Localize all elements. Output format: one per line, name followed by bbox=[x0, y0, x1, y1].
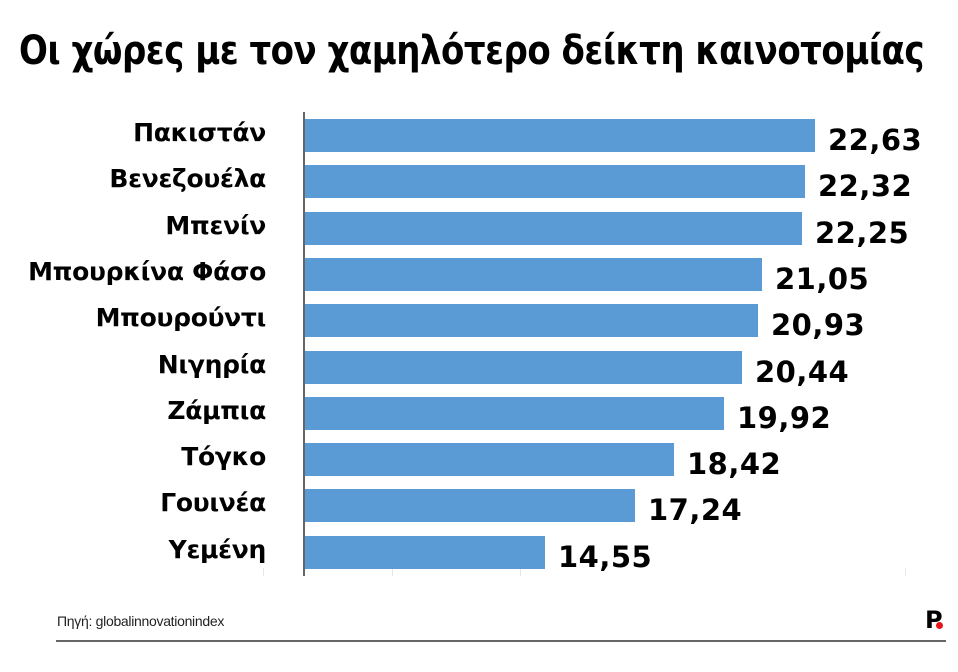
value-label: 17,24 bbox=[648, 493, 743, 527]
bar-row: Τόγκο 18,42 bbox=[0, 442, 958, 481]
bar-row: Ζάμπια 19,92 bbox=[0, 396, 958, 435]
category-label: Βενεζουέλα bbox=[109, 164, 266, 193]
bar bbox=[305, 304, 758, 337]
category-label: Μπουρούντι bbox=[95, 303, 267, 332]
gridline bbox=[392, 568, 393, 576]
bar-row: Μπουρούντι 20,93 bbox=[0, 303, 958, 342]
gridline bbox=[520, 568, 521, 576]
bar bbox=[305, 397, 724, 430]
value-label: 14,55 bbox=[558, 540, 653, 574]
category-label: Μπουρκίνα Φάσο bbox=[28, 257, 266, 286]
value-label: 19,92 bbox=[737, 401, 832, 435]
value-label: 18,42 bbox=[687, 447, 782, 481]
footer-divider bbox=[56, 640, 946, 642]
bar-chart: Πακιστάν 22,63 Βενεζουέλα 22,32 Μπενίν 22,25 Μ… bbox=[0, 112, 958, 576]
bar bbox=[305, 119, 815, 152]
bar bbox=[305, 351, 742, 384]
bar-row: Βενεζουέλα 22,32 bbox=[0, 164, 958, 203]
bar-row: Μπουρκίνα Φάσο 21,05 bbox=[0, 257, 958, 296]
value-label: 20,93 bbox=[771, 308, 866, 342]
bar-row: Μπενίν 22,25 bbox=[0, 211, 958, 250]
bar bbox=[305, 443, 674, 476]
value-label: 22,63 bbox=[828, 123, 923, 157]
category-label: Νιγηρία bbox=[157, 350, 267, 379]
category-label: Τόγκο bbox=[181, 442, 266, 471]
bar-row: Πακιστάν 22,63 bbox=[0, 118, 958, 157]
bar bbox=[305, 536, 545, 569]
category-label: Ζάμπια bbox=[167, 396, 266, 425]
bar bbox=[305, 165, 805, 198]
bar bbox=[305, 212, 802, 245]
y-axis-line bbox=[303, 112, 305, 576]
gridline bbox=[263, 568, 264, 576]
value-label: 20,44 bbox=[755, 355, 850, 389]
bar bbox=[305, 489, 635, 522]
category-label: Πακιστάν bbox=[133, 118, 266, 147]
chart-title: Οι χώρες με τον χαμηλότερο δείκτη καινοτ… bbox=[19, 28, 925, 74]
value-label: 22,25 bbox=[815, 216, 910, 250]
category-label: Υεμένη bbox=[168, 535, 267, 564]
bar bbox=[305, 258, 762, 291]
logo-dot-icon bbox=[936, 622, 943, 629]
source-note: Πηγή: globalinnovationindex bbox=[57, 613, 225, 629]
value-label: 22,32 bbox=[818, 169, 913, 203]
bar-row: Νιγηρία 20,44 bbox=[0, 350, 958, 389]
value-label: 21,05 bbox=[775, 262, 870, 296]
bar-row: Υεμένη 14,55 bbox=[0, 535, 958, 574]
category-label: Μπενίν bbox=[165, 211, 266, 240]
gridline bbox=[905, 568, 906, 576]
category-label: Γουινέα bbox=[160, 488, 266, 517]
bar-row: Γουινέα 17,24 bbox=[0, 488, 958, 527]
